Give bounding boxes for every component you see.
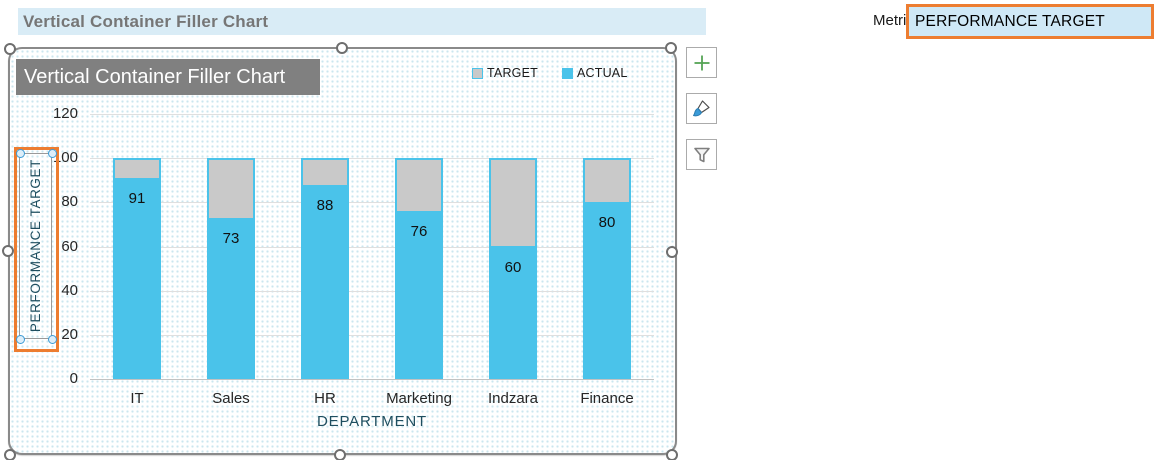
- chart-elements-button[interactable]: [686, 47, 717, 78]
- bar-actual-segment[interactable]: [397, 211, 441, 377]
- bar-value-label: 91: [128, 190, 146, 207]
- sheet-header-title: Vertical Container Filler Chart: [23, 11, 269, 31]
- legend-item-actual[interactable]: ACTUAL: [561, 66, 628, 80]
- y-tick-label: 0: [69, 370, 78, 387]
- legend-label-actual: ACTUAL: [576, 66, 628, 80]
- gridline-y120: [90, 114, 654, 115]
- bar-value-label: 88: [316, 197, 334, 214]
- y-tick-label: 40: [61, 282, 78, 299]
- bar-value-label: 80: [598, 214, 616, 231]
- bar-value-label: 60: [504, 259, 522, 276]
- category-label: Marketing: [386, 390, 452, 407]
- bar-value-label: 73: [222, 230, 240, 247]
- bar-indzara[interactable]: [489, 158, 537, 379]
- bar-it[interactable]: [113, 158, 161, 379]
- bar-finance[interactable]: [583, 158, 631, 379]
- bar-actual-segment[interactable]: [209, 218, 253, 377]
- chart-container[interactable]: Vertical Container Filler Chart TARGET A…: [8, 47, 677, 455]
- selection-handle-bottom-right[interactable]: [48, 335, 57, 344]
- y-axis-title: PERFORMANCE TARGET: [28, 159, 43, 333]
- y-tick-label: 80: [61, 193, 78, 210]
- legend-item-target[interactable]: TARGET: [472, 66, 538, 80]
- gridline-y80: [90, 202, 654, 203]
- category-label: Finance: [580, 390, 634, 407]
- gridline-y20: [90, 335, 654, 336]
- metric-label: Metric: [873, 12, 914, 29]
- y-axis-title-box[interactable]: PERFORMANCE TARGET: [19, 153, 52, 339]
- chart-resize-handle-middle-right[interactable]: [666, 246, 678, 258]
- bar-sales[interactable]: [207, 158, 255, 379]
- chart-resize-handle-top-center[interactable]: [336, 42, 348, 54]
- bar-actual-segment[interactable]: [585, 202, 629, 377]
- legend-swatch-target-icon: [472, 67, 483, 79]
- chart-resize-handle-top-left[interactable]: [4, 43, 16, 55]
- chart-resize-handle-middle-left[interactable]: [2, 245, 14, 257]
- x-axis-title[interactable]: DEPARTMENT: [317, 413, 427, 430]
- plus-icon: [694, 55, 709, 70]
- category-label: HR: [314, 390, 336, 407]
- category-label: Sales: [212, 390, 250, 407]
- funnel-icon: [693, 147, 710, 162]
- y-axis-title-selection[interactable]: PERFORMANCE TARGET: [14, 147, 59, 352]
- bar-actual-segment[interactable]: [491, 246, 535, 377]
- bar-marketing[interactable]: [395, 158, 443, 379]
- bar-value-label: 76: [410, 223, 428, 240]
- legend-label-target: TARGET: [487, 66, 538, 80]
- chart-legend: TARGET ACTUAL: [472, 66, 628, 80]
- selection-handle-top-right[interactable]: [48, 149, 57, 158]
- brush-icon: [693, 100, 710, 117]
- selection-handle-bottom-left[interactable]: [16, 335, 25, 344]
- category-label: IT: [130, 390, 144, 407]
- gridline-y100: [90, 158, 654, 159]
- category-label: Indzara: [487, 390, 539, 407]
- bar-actual-segment[interactable]: [303, 185, 347, 377]
- gridline-y0: [90, 379, 654, 380]
- plot-area: 0 20 40 60 80 100 120 91 IT 73 Sales 88 HR 76 Marketin…: [10, 49, 675, 453]
- metric-value: PERFORMANCE TARGET: [915, 12, 1105, 30]
- chart-resize-handle-bottom-left[interactable]: [4, 449, 16, 460]
- chart-resize-handle-bottom-center[interactable]: [334, 449, 346, 460]
- gridline-y40: [90, 291, 654, 292]
- selection-handle-top-left[interactable]: [16, 149, 25, 158]
- y-tick-label: 20: [61, 326, 78, 343]
- y-tick-label: 100: [52, 149, 78, 166]
- chart-styles-button[interactable]: [686, 93, 717, 124]
- gridline-y60: [90, 247, 654, 248]
- metric-input[interactable]: PERFORMANCE TARGET: [906, 4, 1154, 39]
- y-tick-label: 60: [61, 238, 78, 255]
- chart-title[interactable]: Vertical Container Filler Chart: [16, 59, 320, 95]
- bar-actual-segment[interactable]: [115, 178, 159, 377]
- y-tick-label: 120: [52, 105, 78, 122]
- chart-resize-handle-bottom-right[interactable]: [666, 449, 678, 460]
- bar-hr[interactable]: [301, 158, 349, 379]
- chart-filters-button[interactable]: [686, 139, 717, 170]
- sheet-header-banner: Vertical Container Filler Chart: [18, 8, 706, 35]
- legend-swatch-actual-icon: [561, 67, 573, 79]
- chart-resize-handle-top-right[interactable]: [665, 42, 677, 54]
